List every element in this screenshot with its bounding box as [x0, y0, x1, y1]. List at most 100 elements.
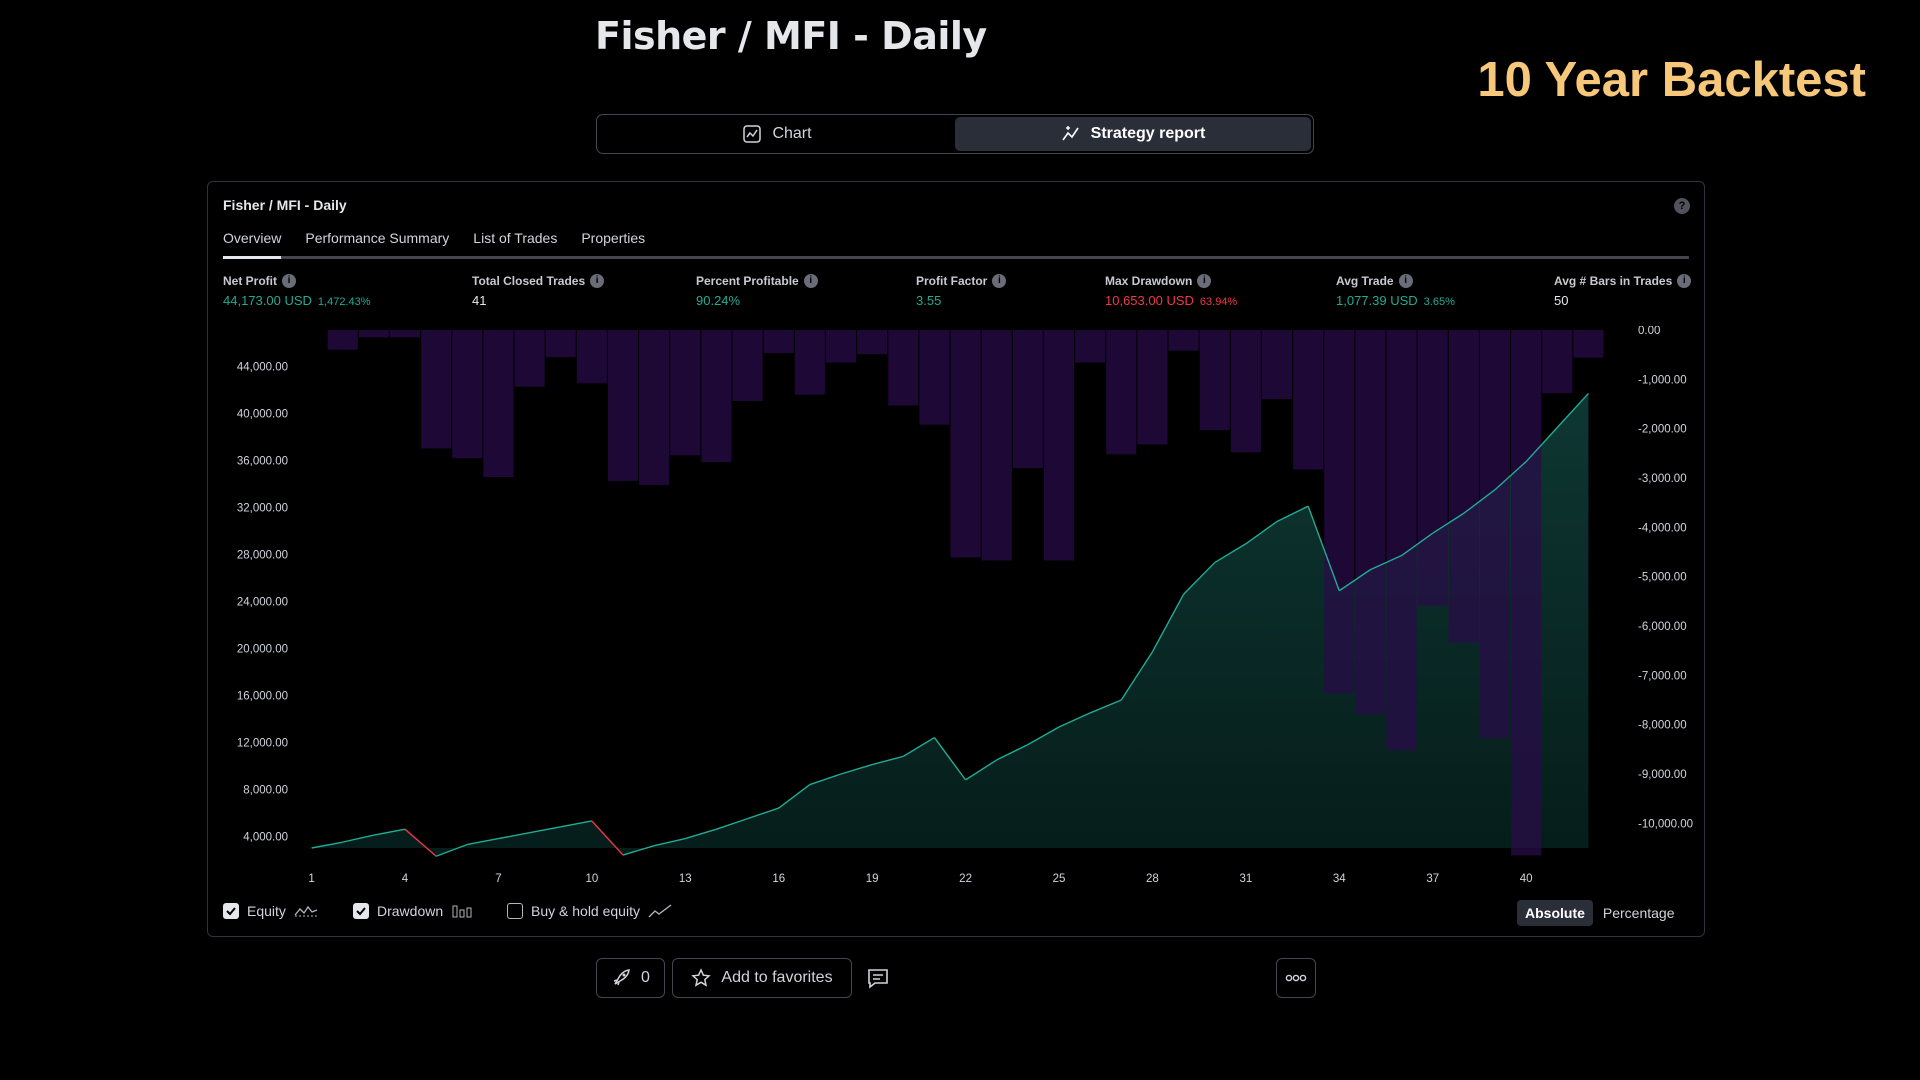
equity-line-segment — [1089, 699, 1122, 714]
page-title: Fisher / MFI - Daily — [595, 14, 987, 58]
equity-line-segment — [435, 843, 468, 857]
info-icon[interactable]: i — [803, 274, 818, 288]
stat-sub-value: 1,472.43% — [317, 296, 371, 308]
x-tick-label: 40 — [1520, 873, 1533, 885]
stat-label: Net Profit — [223, 274, 277, 288]
equity-line-segment — [498, 832, 530, 840]
more-icon — [1285, 974, 1307, 982]
drawdown-bar — [1043, 330, 1075, 561]
mode-percentage[interactable]: Percentage — [1602, 905, 1675, 921]
boost-button[interactable]: 0 — [596, 958, 665, 998]
drawdown-bar — [888, 330, 919, 406]
tab-chart[interactable]: Chart — [599, 117, 955, 151]
equity-line-segment — [1183, 562, 1216, 595]
legend-drawdown[interactable]: Drawdown — [353, 903, 473, 919]
x-tick-label: 19 — [866, 873, 879, 885]
info-icon[interactable]: i — [1398, 274, 1413, 288]
y-right-tick-label: -7,000.00 — [1638, 670, 1687, 682]
buy-hold-checkbox[interactable] — [507, 903, 523, 919]
help-icon[interactable]: ? — [1674, 198, 1690, 214]
stat-label: Avg Trade — [1336, 274, 1394, 288]
x-tick-label: 1 — [308, 873, 314, 885]
info-icon[interactable]: i — [1197, 274, 1212, 288]
report-title: Fisher / MFI - Daily — [223, 197, 347, 213]
tab-list-of-trades[interactable]: List of Trades — [473, 230, 558, 246]
more-options-button[interactable] — [1276, 958, 1316, 998]
stat-label: Total Closed Trades — [472, 274, 586, 288]
stat-value: 3.55 — [916, 293, 942, 308]
info-icon[interactable]: i — [1677, 274, 1692, 288]
y-right-tick-label: -1,000.00 — [1638, 374, 1687, 386]
stat-value: 41 — [472, 293, 487, 308]
equity-checkbox[interactable] — [223, 903, 239, 919]
tab-overview[interactable]: Overview — [223, 230, 282, 259]
x-tick-label: 4 — [402, 873, 409, 885]
add-to-favorites-button[interactable]: Add to favorites — [672, 958, 852, 998]
drawdown-bar — [389, 330, 421, 338]
stat-sub-value: 3.65% — [1423, 296, 1455, 308]
stat-value: 10,653.00 USD — [1105, 293, 1194, 308]
info-icon[interactable]: i — [590, 274, 605, 288]
info-icon[interactable]: i — [282, 274, 296, 288]
buy-hold-label: Buy & hold equity — [531, 903, 640, 919]
equity-line-segment — [1463, 489, 1496, 514]
drawdown-bar — [1230, 330, 1261, 453]
stat-avg-bars: Avg # Bars in Trades i 50 — [1554, 274, 1692, 308]
drawdown-bar — [639, 330, 670, 485]
drawdown-bar — [1199, 330, 1230, 431]
drawdown-bar — [1511, 330, 1542, 856]
comments-icon[interactable] — [866, 966, 890, 995]
stat-label: Profit Factor — [916, 274, 988, 288]
equity-line-segment — [1525, 427, 1558, 463]
strategy-report-icon — [1061, 126, 1079, 141]
drawdown-bar — [701, 330, 732, 463]
drawdown-legend-icon — [452, 905, 472, 918]
stat-total-closed-trades: Total Closed Trades i 41 — [472, 274, 605, 308]
drawdown-bar — [545, 330, 576, 358]
equity-line-segment — [747, 807, 779, 820]
equity-line-segment — [685, 828, 717, 840]
tab-performance-summary[interactable]: Performance Summary — [305, 230, 450, 246]
drawdown-bar — [358, 330, 389, 338]
x-tick-label: 25 — [1053, 873, 1066, 885]
drawdown-bar — [576, 330, 607, 384]
equity-line-segment — [311, 841, 343, 849]
stat-sub-value: 63.94% — [1199, 296, 1238, 308]
legend-buy-hold[interactable]: Buy & hold equity — [507, 903, 672, 919]
tab-properties[interactable]: Properties — [581, 230, 646, 246]
boost-count: 0 — [641, 969, 650, 986]
y-left-tick-label: 36,000.00 — [237, 455, 288, 467]
drawdown-bar — [483, 330, 514, 478]
tab-strategy-report[interactable]: Strategy report — [955, 117, 1311, 151]
legend-equity[interactable]: Equity — [223, 903, 318, 919]
drawdown-bar — [919, 330, 950, 425]
drawdown-bar — [1293, 330, 1324, 470]
drawdown-bar — [1137, 330, 1168, 445]
drawdown-bar — [950, 330, 981, 558]
drawdown-bar — [670, 330, 701, 456]
equity-label: Equity — [247, 903, 286, 919]
drawdown-bar — [1479, 330, 1511, 738]
equity-line-segment — [871, 755, 904, 766]
stat-profit-factor: Profit Factor i 3.55 — [916, 274, 1007, 308]
drawdown-bar — [1448, 330, 1479, 643]
equity-line-segment — [1370, 554, 1402, 571]
drawdown-checkbox[interactable] — [353, 903, 369, 919]
y-right-tick-label: -6,000.00 — [1638, 621, 1687, 633]
drawdown-bar — [1542, 330, 1573, 394]
tab-chart-label: Chart — [772, 125, 812, 142]
x-tick-label: 37 — [1426, 873, 1439, 885]
equity-line-segment — [1556, 392, 1589, 428]
drawdown-bar — [327, 330, 358, 350]
stat-max-drawdown: Max Drawdown i 10,653.00 USD 63.94% — [1105, 274, 1237, 308]
equity-line-segment — [1401, 532, 1434, 557]
y-right-tick-label: -4,000.00 — [1638, 522, 1687, 534]
stat-label: Percent Profitable — [696, 274, 799, 288]
stat-value: 44,173.00 USD — [223, 293, 312, 308]
info-icon[interactable]: i — [992, 274, 1007, 288]
equity-line-segment — [716, 817, 748, 830]
mode-absolute[interactable]: Absolute — [1517, 900, 1593, 926]
view-toggle: Chart Strategy report — [596, 114, 1314, 154]
equity-line-segment — [1058, 712, 1091, 728]
equity-line-segment — [965, 759, 998, 781]
